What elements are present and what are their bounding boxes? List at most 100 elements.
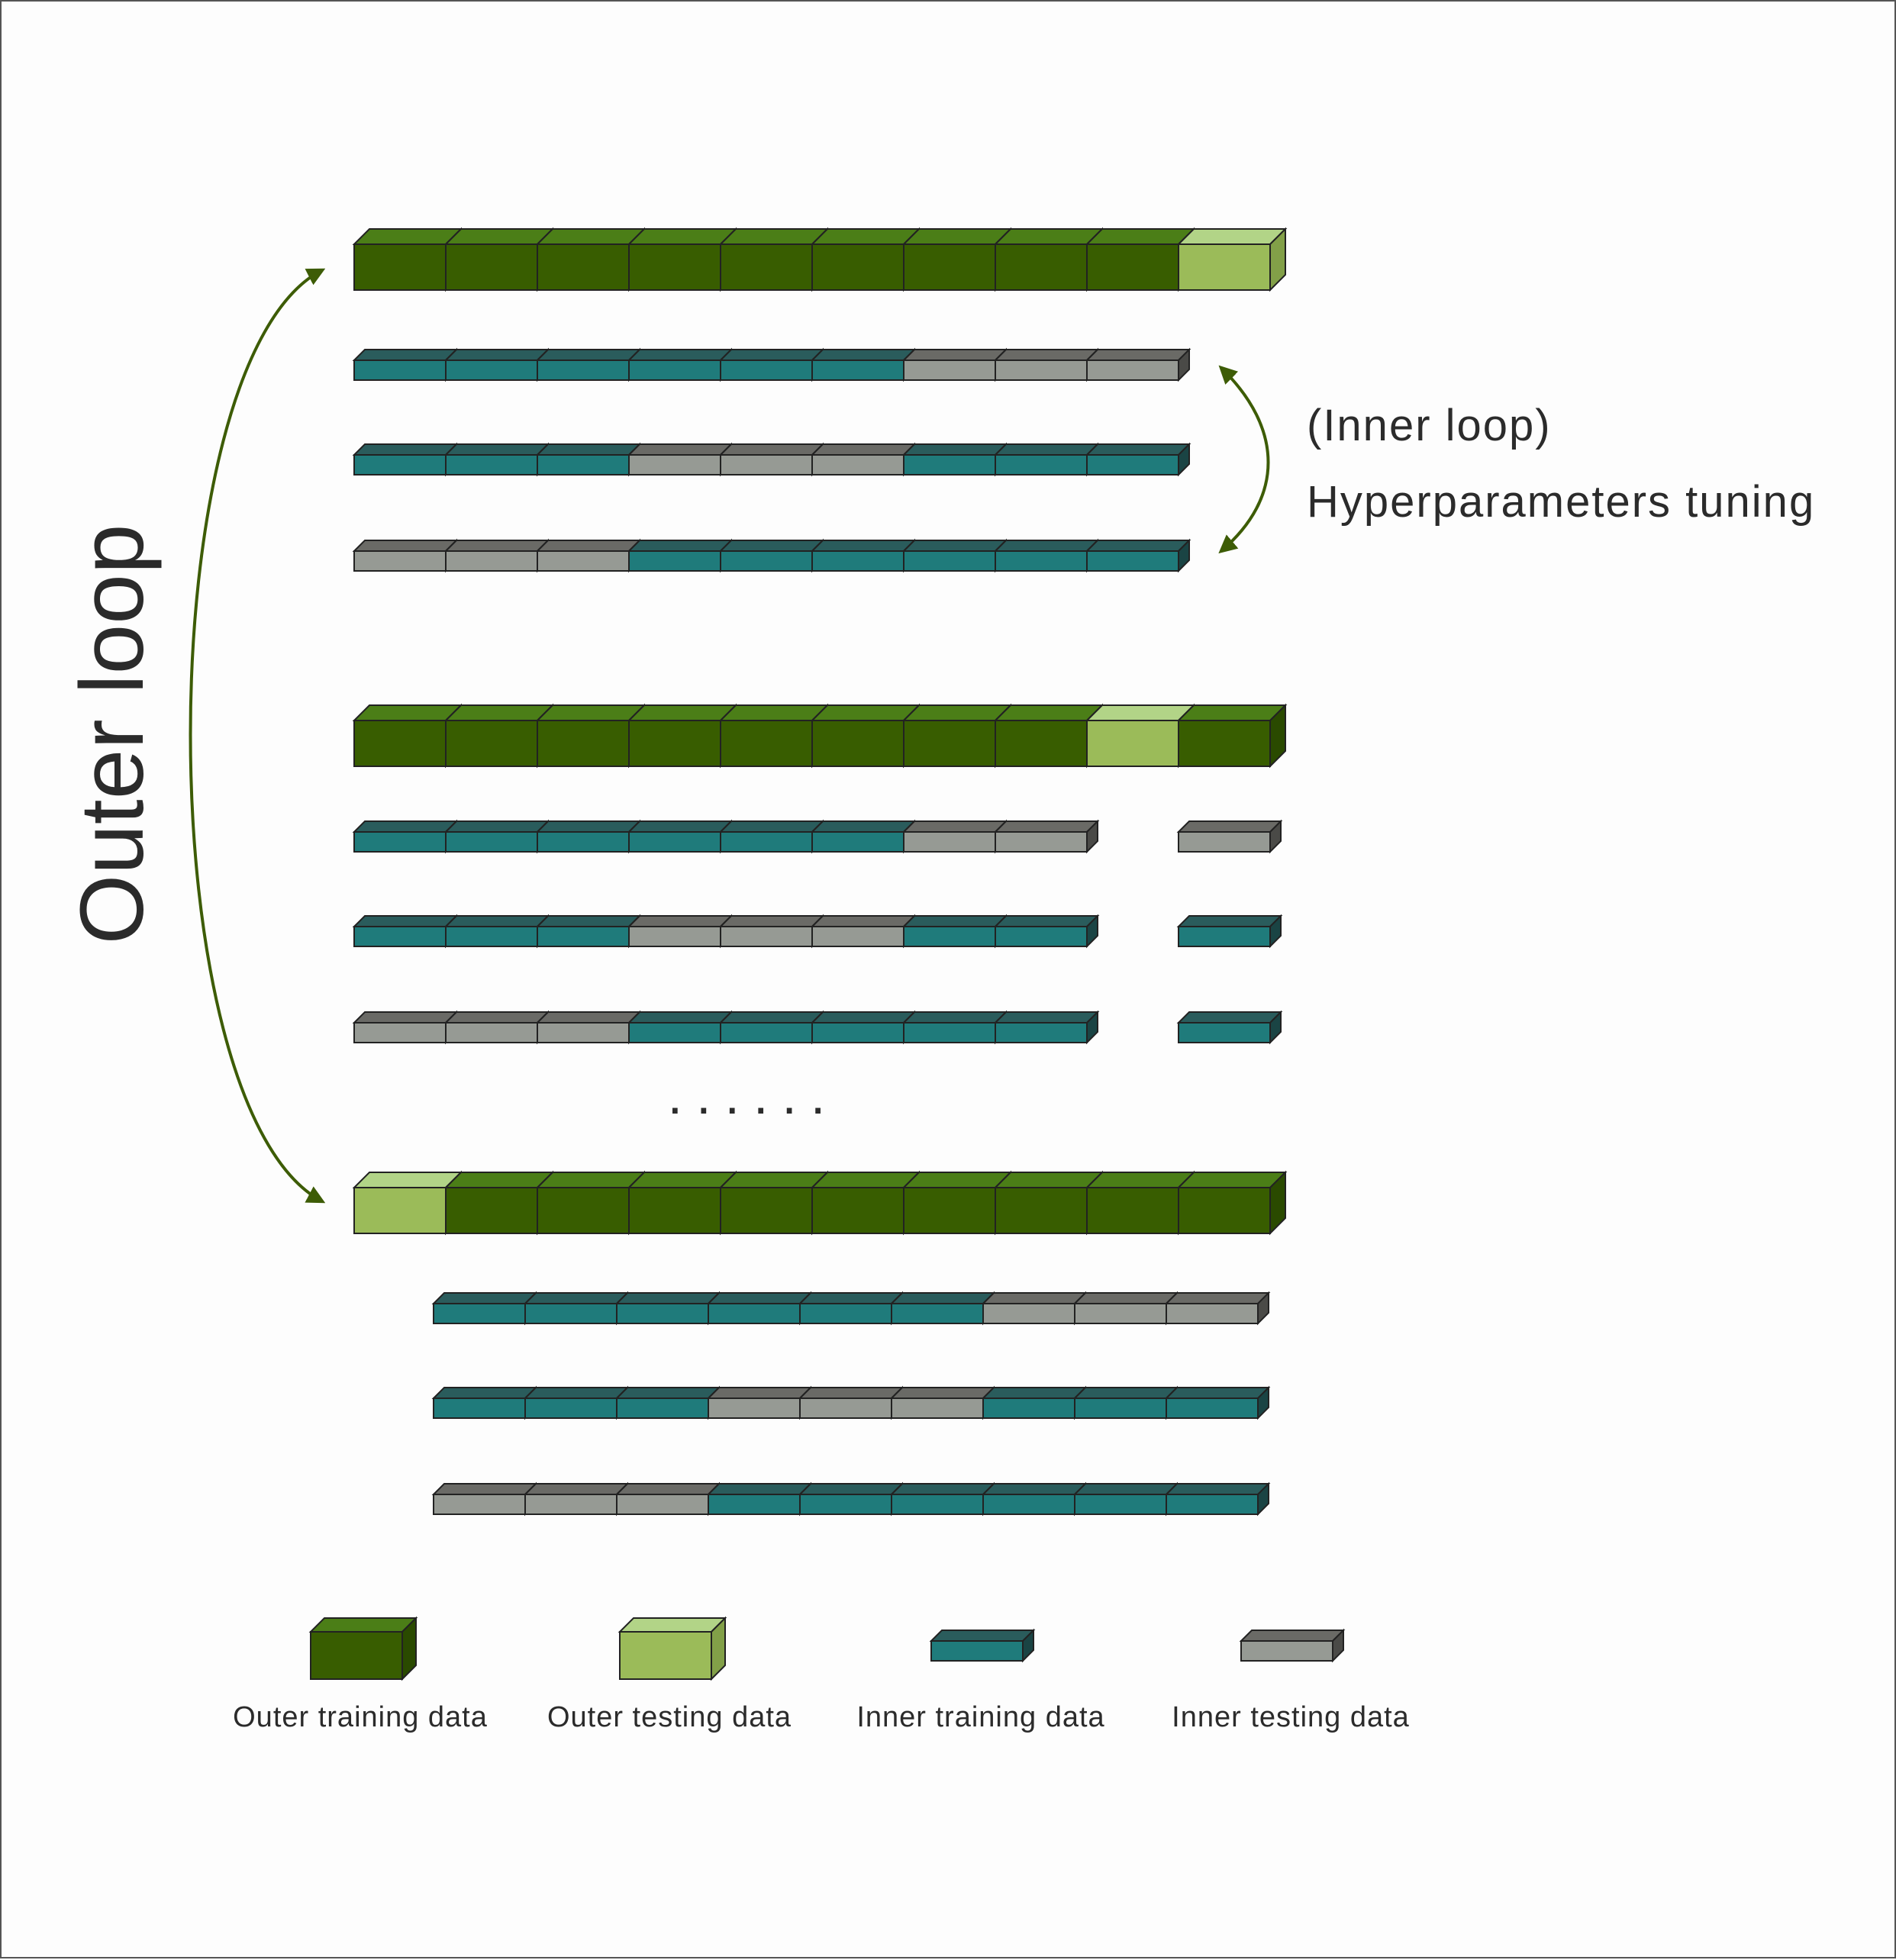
inner-fold-row [352,347,1191,382]
outer-fold-row [352,1170,1288,1236]
inner-training-block [798,1291,904,1326]
inner-fold-row [352,538,1191,573]
inner-testing-block [443,538,550,573]
inner-testing-block [993,819,1100,854]
inner-training-block [1072,1481,1179,1517]
inner-training-block [1176,914,1283,949]
inner-training-block [523,1291,630,1326]
outer-fold-row [352,227,1288,292]
legend: Outer training data Outer testing data Inn… [233,1616,1410,1733]
inner-testing-block [718,442,825,477]
legend-item-outer-train: Outer training data [233,1616,488,1733]
inner-training-block [1164,1481,1271,1517]
outer-training-block [1176,703,1288,769]
legend-label: Outer testing data [547,1701,792,1733]
inner-loop-label: (Inner loop) [1307,401,1552,450]
inner-testing-block [901,819,1008,854]
inner-fold-row [352,914,1283,949]
inner-training-block [889,1481,996,1517]
inner-testing-block [993,347,1100,382]
inner-loop-caption: Hyperparameters tuning [1307,477,1815,527]
inner-training-block [627,819,734,854]
inner-training-block [1164,1385,1271,1420]
outer-training-block [901,1170,1013,1236]
outer-loop-label: Outer loop [62,524,163,945]
inner-training-block [929,1628,1036,1663]
inner-training-block [993,442,1100,477]
inner-testing-block [1239,1628,1346,1663]
outer-fold-row [352,703,1288,769]
inner-training-block [993,538,1100,573]
inner-testing-block [535,538,642,573]
inner-training-block [443,819,550,854]
inner-training-block [352,819,459,854]
legend-label: Inner training data [856,1701,1104,1733]
inner-training-block [810,819,917,854]
outer-training-block [1176,1170,1288,1236]
inner-training-block [535,442,642,477]
outer-testing-block [1176,227,1288,292]
inner-training-block [523,1385,630,1420]
inner-training-block [627,538,734,573]
inner-testing-block [718,914,825,949]
inner-training-block [1072,1385,1179,1420]
outer-training-block [993,1170,1104,1236]
inner-training-block [718,538,825,573]
inner-training-block [535,347,642,382]
inner-testing-block [810,442,917,477]
inner-loop-arrow [1218,365,1270,554]
inner-testing-block [535,1010,642,1045]
inner-testing-block [627,442,734,477]
inner-training-block [901,538,1008,573]
inner-training-block [981,1481,1088,1517]
inner-testing-block [523,1481,630,1517]
legend-item-outer-test: Outer testing data [547,1616,792,1733]
inner-training-block [535,819,642,854]
inner-training-block [1085,442,1191,477]
inner-training-block [1085,538,1191,573]
inner-testing-block [614,1481,721,1517]
inner-testing-block [352,1010,459,1045]
inner-training-block [993,1010,1100,1045]
inner-testing-block [1072,1291,1179,1326]
inner-training-block [535,914,642,949]
inner-training-block [352,347,459,382]
inner-training-block [718,819,825,854]
inner-testing-block [431,1481,538,1517]
inner-training-block [901,1010,1008,1045]
inner-training-block [352,442,459,477]
ellipsis: ...... [668,1065,840,1125]
inner-training-block [627,1010,734,1045]
inner-testing-block [443,1010,550,1045]
outer-testing-block [617,1616,727,1681]
inner-training-block [798,1481,904,1517]
inner-testing-block [1176,819,1283,854]
inner-testing-block [889,1385,996,1420]
outer-fold-group-1 [352,227,1288,573]
inner-fold-row [431,1291,1271,1326]
inner-training-block [443,442,550,477]
outer-training-block [1085,227,1196,292]
inner-training-block [1176,1010,1283,1045]
inner-testing-block [901,347,1008,382]
inner-training-block [431,1385,538,1420]
inner-testing-block [352,538,459,573]
outer-training-block [308,1616,418,1681]
inner-training-block [889,1291,996,1326]
legend-item-inner-test: Inner testing data [1172,1628,1410,1733]
inner-training-block [614,1385,721,1420]
inner-training-block [993,914,1100,949]
inner-training-block [901,442,1008,477]
outer-training-block [535,703,647,769]
legend-label: Inner testing data [1172,1701,1410,1733]
outer-training-block [443,1170,555,1236]
inner-training-block [810,1010,917,1045]
inner-testing-block [1164,1291,1271,1326]
inner-testing-block [627,914,734,949]
inner-training-block [443,347,550,382]
inner-fold-row [352,819,1283,854]
legend-label: Outer training data [233,1701,488,1733]
inner-training-block [431,1291,538,1326]
